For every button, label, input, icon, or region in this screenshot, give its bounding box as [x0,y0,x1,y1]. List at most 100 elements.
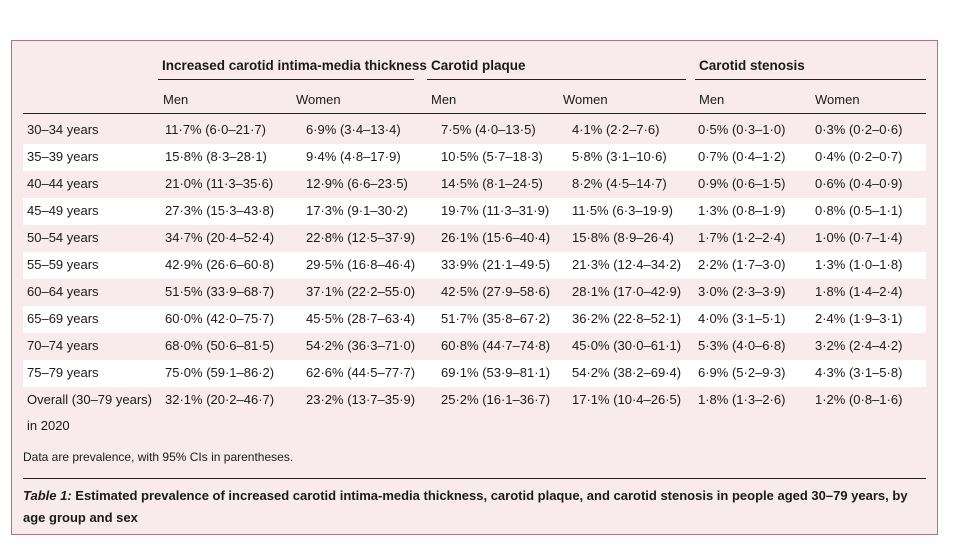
overall-label-line2: in 2020 [27,418,70,433]
cell-cimt-men: 11·7% (6·0–21·7) [165,122,266,137]
cell-stenosis-men: 6·9% (5·2–9·3) [698,365,786,380]
cell-cimt-men: 21·0% (11·3–35·6) [165,176,274,191]
cell-cimt-women: 12·9% (6·6–23·5) [306,176,408,191]
table-footnote: Data are prevalence, with 95% CIs in par… [23,450,294,464]
cell-plaque-men: 25·2% (16·1–36·7) [441,392,551,407]
cell-plaque-men: 26·1% (15·6–40·4) [441,230,551,245]
cell-plaque-women: 21·3% (12·4–34·2) [572,257,682,272]
table-row: 45–49 years 27·3% (15·3–43·8) 17·3% (9·1… [23,198,926,225]
table-row: 60–64 years 51·5% (33·9–68·7) 37·1% (22·… [23,279,926,306]
cell-cimt-men: 42·9% (26·6–60·8) [165,257,275,272]
cell-stenosis-women: 1·8% (1·4–2·4) [815,284,903,299]
subheader-plaque-women: Women [563,92,608,107]
header-rule [23,113,926,114]
cell-cimt-men: 68·0% (50·6–81·5) [165,338,275,353]
cell-cimt-men: 75·0% (59·1–86·2) [165,365,275,380]
cell-plaque-women: 5·8% (3·1–10·6) [572,149,667,164]
cell-plaque-women: 15·8% (8·9–26·4) [572,230,674,245]
cell-plaque-women: 45·0% (30·0–61·1) [572,338,682,353]
subheader-stenosis-men: Men [699,92,725,107]
cell-plaque-men: 10·5% (5·7–18·3) [441,149,543,164]
cell-stenosis-women: 1·3% (1·0–1·8) [815,257,903,272]
caption-label: Table 1: [23,488,72,503]
cell-cimt-women: 17·3% (9·1–30·2) [306,203,408,218]
table-row: 40–44 years 21·0% (11·3–35·6) 12·9% (6·6… [23,171,926,198]
cell-cimt-women: 23·2% (13·7–35·9) [306,392,416,407]
cell-stenosis-women: 1·0% (0·7–1·4) [815,230,903,245]
cell-plaque-men: 69·1% (53·9–81·1) [441,365,551,380]
row-age-label: 45–49 years [27,203,99,218]
cell-cimt-men: 32·1% (20·2–46·7) [165,392,275,407]
cell-stenosis-women: 4·3% (3·1–5·8) [815,365,903,380]
table-row: 65–69 years 60·0% (42·0–75·7) 45·5% (28·… [23,306,926,333]
row-age-label: 60–64 years [27,284,99,299]
cell-plaque-women: 54·2% (38·2–69·4) [572,365,682,380]
row-age-label: 35–39 years [27,149,99,164]
table-row: 50–54 years 34·7% (20·4–52·4) 22·8% (12·… [23,225,926,252]
header-cimt: Increased carotid intima-media thickness [162,58,427,73]
row-age-label: 70–74 years [27,338,99,353]
cell-stenosis-men: 4·0% (3·1–5·1) [698,311,786,326]
cell-cimt-women: 37·1% (22·2–55·0) [306,284,416,299]
cell-stenosis-women: 0·3% (0·2–0·6) [815,122,903,137]
cell-plaque-men: 51·7% (35·8–67·2) [441,311,551,326]
table-row: 35–39 years 15·8% (8·3–28·1) 9·4% (4·8–1… [23,144,926,171]
row-age-label: 50–54 years [27,230,99,245]
cell-stenosis-men: 0·5% (0·3–1·0) [698,122,786,137]
cell-stenosis-women: 0·8% (0·5–1·1) [815,203,903,218]
subheader-stenosis-women: Women [815,92,860,107]
cell-plaque-women: 4·1% (2·2–7·6) [572,122,660,137]
row-age-label: 40–44 years [27,176,99,191]
header-plaque-underline [427,79,686,80]
cell-stenosis-men: 1·8% (1·3–2·6) [698,392,786,407]
cell-stenosis-men: 0·7% (0·4–1·2) [698,149,786,164]
cell-cimt-women: 45·5% (28·7–63·4) [306,311,416,326]
table-row: 70–74 years 68·0% (50·6–81·5) 54·2% (36·… [23,333,926,360]
header-stenosis: Carotid stenosis [699,58,805,73]
cell-plaque-women: 17·1% (10·4–26·5) [572,392,682,407]
cell-plaque-men: 19·7% (11·3–31·9) [441,203,550,218]
subheader-plaque-men: Men [431,92,457,107]
cell-stenosis-men: 1·7% (1·2–2·4) [698,230,786,245]
row-age-label: 65–69 years [27,311,99,326]
cell-stenosis-women: 3·2% (2·4–4·2) [815,338,903,353]
table-row: 75–79 years 75·0% (59·1–86·2) 62·6% (44·… [23,360,926,387]
cell-plaque-women: 11·5% (6·3–19·9) [572,203,673,218]
cell-cimt-men: 15·8% (8·3–28·1) [165,149,267,164]
cell-cimt-women: 22·8% (12·5–37·9) [306,230,416,245]
cell-stenosis-men: 2·2% (1·7–3·0) [698,257,786,272]
caption-rule [23,478,926,479]
cell-plaque-women: 28·1% (17·0–42·9) [572,284,682,299]
cell-stenosis-men: 5·3% (4·0–6·8) [698,338,786,353]
cell-stenosis-men: 1·3% (0·8–1·9) [698,203,786,218]
cell-stenosis-women: 2·4% (1·9–3·1) [815,311,903,326]
cell-plaque-men: 14·5% (8·1–24·5) [441,176,543,191]
cell-plaque-men: 60·8% (44·7–74·8) [441,338,551,353]
subheader-cimt-women: Women [296,92,341,107]
cell-cimt-women: 6·9% (3·4–13·4) [306,122,401,137]
cell-stenosis-men: 0·9% (0·6–1·5) [698,176,786,191]
cell-cimt-men: 27·3% (15·3–43·8) [165,203,275,218]
cell-cimt-women: 29·5% (16·8–46·4) [306,257,416,272]
cell-stenosis-men: 3·0% (2·3–3·9) [698,284,786,299]
header-stenosis-underline [695,79,926,80]
cell-cimt-women: 62·6% (44·5–77·7) [306,365,416,380]
table-panel [11,40,938,535]
cell-plaque-women: 36·2% (22·8–52·1) [572,311,682,326]
cell-cimt-men: 60·0% (42·0–75·7) [165,311,275,326]
cell-plaque-men: 42·5% (27·9–58·6) [441,284,551,299]
header-plaque: Carotid plaque [431,58,526,73]
table-row: 30–34 years 11·7% (6·0–21·7) 6·9% (3·4–1… [23,117,926,144]
cell-plaque-women: 8·2% (4·5–14·7) [572,176,667,191]
cell-cimt-women: 54·2% (36·3–71·0) [306,338,416,353]
table-row-overall: Overall (30–79 years) in 2020 32·1% (20·… [23,387,926,437]
row-age-label: 75–79 years [27,365,99,380]
caption-text: Estimated prevalence of increased caroti… [23,488,908,525]
table-caption: Table 1: Estimated prevalence of increas… [23,485,928,529]
cell-cimt-men: 34·7% (20·4–52·4) [165,230,275,245]
cell-stenosis-women: 1·2% (0·8–1·6) [815,392,903,407]
cell-cimt-women: 9·4% (4·8–17·9) [306,149,401,164]
cell-plaque-men: 7·5% (4·0–13·5) [441,122,536,137]
cell-stenosis-women: 0·4% (0·2–0·7) [815,149,903,164]
row-age-label: 30–34 years [27,122,99,137]
